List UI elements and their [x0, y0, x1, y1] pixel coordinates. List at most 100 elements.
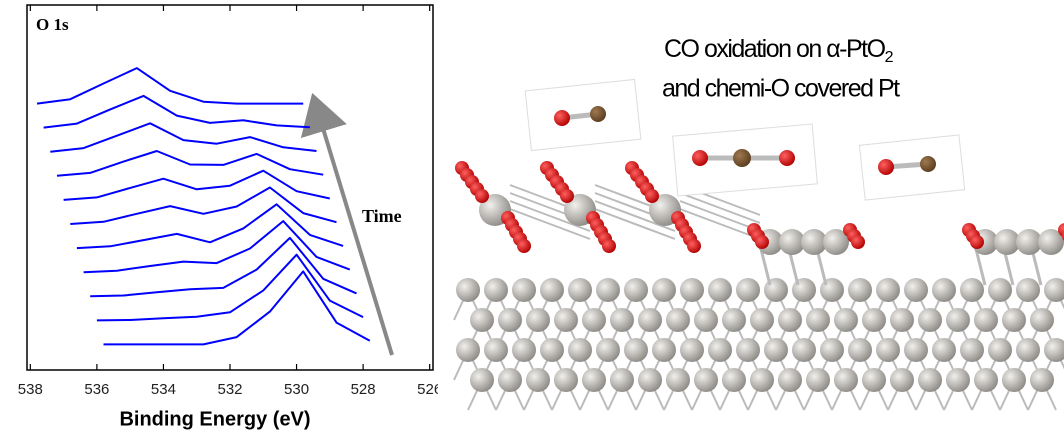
- atom: [946, 308, 970, 332]
- x-tick-label: 526: [417, 381, 442, 398]
- atom: [638, 368, 662, 392]
- atom: [920, 156, 936, 172]
- atom: [792, 278, 816, 302]
- atom: [750, 368, 774, 392]
- atom: [733, 149, 751, 167]
- atom: [596, 278, 620, 302]
- x-tick-label: 534: [151, 381, 176, 398]
- atom: [970, 235, 984, 249]
- atom: [666, 368, 690, 392]
- atom: [722, 308, 746, 332]
- atom: [988, 338, 1012, 362]
- atom: [645, 189, 659, 203]
- atom: [694, 368, 718, 392]
- atom: [764, 278, 788, 302]
- atom: [708, 338, 732, 362]
- atom: [590, 106, 606, 122]
- atom: [1044, 278, 1064, 302]
- atom: [512, 338, 536, 362]
- title-main: CO oxidation on α-PtO: [664, 35, 886, 63]
- atom: [624, 338, 648, 362]
- atom: [540, 338, 564, 362]
- atom: [848, 278, 872, 302]
- atom: [918, 308, 942, 332]
- illustration-subtitle: and chemi-O covered Pt: [662, 75, 900, 103]
- atom: [932, 278, 956, 302]
- spectrum-line: [64, 171, 330, 200]
- figure: O 1s Time Binding Energy (eV) 5385365345…: [0, 0, 1064, 439]
- atom: [484, 338, 508, 362]
- plot-frame: [27, 5, 433, 370]
- atom: [876, 338, 900, 362]
- atom: [680, 278, 704, 302]
- atom: [851, 235, 865, 249]
- atom: [582, 308, 606, 332]
- atom: [512, 278, 536, 302]
- atom: [470, 308, 494, 332]
- spectrum-line: [84, 221, 350, 272]
- atom: [848, 338, 872, 362]
- atom: [792, 338, 816, 362]
- atom: [960, 338, 984, 362]
- atom: [890, 308, 914, 332]
- time-arrow: [318, 112, 392, 355]
- atom: [904, 338, 928, 362]
- bond: [680, 193, 760, 223]
- x-tick-label: 538: [18, 381, 43, 398]
- atom: [610, 368, 634, 392]
- atom: [876, 278, 900, 302]
- atom: [862, 368, 886, 392]
- atom: [779, 150, 795, 166]
- panel-label: O 1s: [36, 15, 69, 34]
- atom: [778, 368, 802, 392]
- atom: [692, 150, 708, 166]
- atom: [680, 338, 704, 362]
- atom: [960, 278, 984, 302]
- atom: [638, 308, 662, 332]
- atom: [456, 338, 480, 362]
- atom: [708, 278, 732, 302]
- atom: [554, 110, 570, 126]
- atom: [806, 368, 830, 392]
- atom: [526, 368, 550, 392]
- atom: [602, 239, 616, 253]
- atom: [568, 338, 592, 362]
- atom: [862, 308, 886, 332]
- atom: [918, 368, 942, 392]
- x-tick-label: 528: [351, 381, 376, 398]
- atom: [736, 278, 760, 302]
- x-tick-label: 536: [84, 381, 109, 398]
- atom: [687, 239, 701, 253]
- atom: [778, 308, 802, 332]
- atom: [652, 338, 676, 362]
- atom: [568, 278, 592, 302]
- spectrum-line: [57, 151, 323, 176]
- atom: [624, 278, 648, 302]
- atom: [806, 308, 830, 332]
- atom: [1030, 368, 1054, 392]
- x-tick-label: 530: [284, 381, 309, 398]
- atom: [988, 278, 1012, 302]
- atom: [974, 308, 998, 332]
- atom: [554, 308, 578, 332]
- atom: [560, 189, 574, 203]
- atom: [666, 308, 690, 332]
- atom: [1030, 308, 1054, 332]
- atom: [498, 308, 522, 332]
- atom: [878, 159, 894, 175]
- atom: [1002, 308, 1026, 332]
- illustration-title: CO oxidation on α-PtO2: [664, 35, 894, 67]
- spectrum-line: [90, 238, 356, 296]
- atom: [974, 368, 998, 392]
- atom: [456, 278, 480, 302]
- illustration: CO oxidation on α-PtO2 and chemi-O covere…: [454, 35, 1064, 410]
- atom: [820, 338, 844, 362]
- atom: [736, 338, 760, 362]
- title-subscript: 2: [885, 49, 894, 66]
- atom: [890, 368, 914, 392]
- atom: [1002, 368, 1026, 392]
- atom: [820, 278, 844, 302]
- atom: [596, 338, 620, 362]
- x-tick-label: 532: [217, 381, 242, 398]
- atom: [1044, 338, 1064, 362]
